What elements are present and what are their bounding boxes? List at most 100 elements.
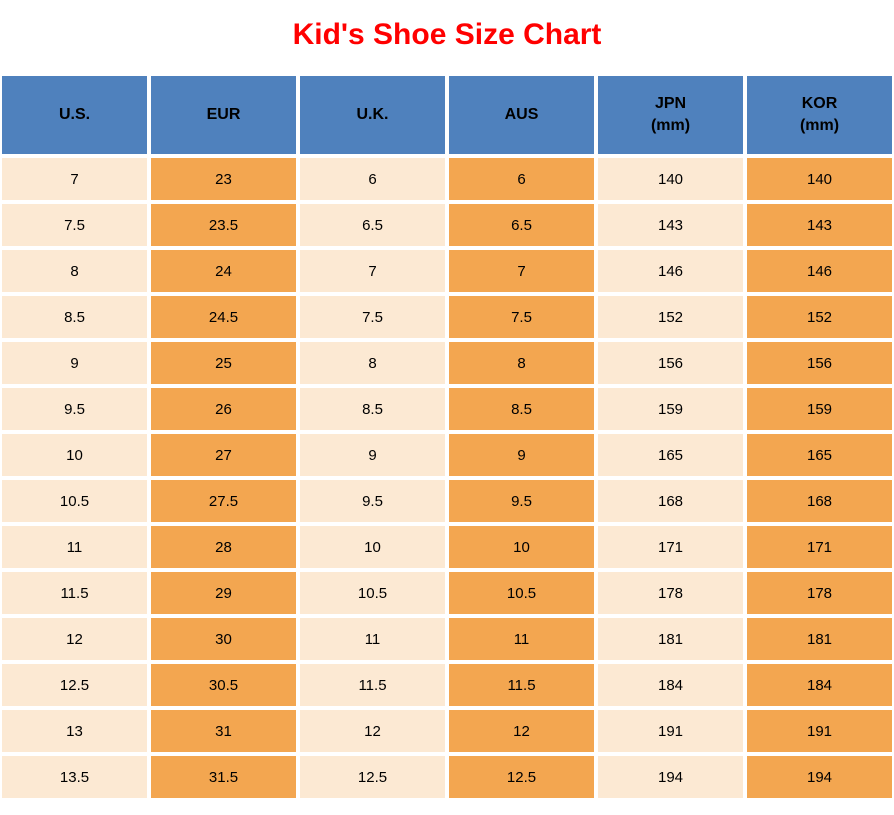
table-cell: 13	[0, 708, 149, 754]
table-header: U.S.EURU.K.AUSJPN(mm)KOR(mm)	[0, 74, 894, 156]
table-cell: 6.5	[298, 202, 447, 248]
table-cell: 6.5	[447, 202, 596, 248]
table-cell: 26	[149, 386, 298, 432]
table-cell: 13.5	[0, 754, 149, 800]
table-cell: 29	[149, 570, 298, 616]
table-row: 7.523.56.56.5143143	[0, 202, 894, 248]
table-cell: 146	[596, 248, 745, 294]
table-cell: 152	[745, 294, 894, 340]
table-cell: 181	[745, 616, 894, 662]
table-cell: 24	[149, 248, 298, 294]
table-cell: 7.5	[447, 294, 596, 340]
table-cell: 12.5	[0, 662, 149, 708]
table-cell: 184	[745, 662, 894, 708]
table-row: 8.524.57.57.5152152	[0, 294, 894, 340]
table-cell: 10	[298, 524, 447, 570]
column-header: U.K.	[298, 74, 447, 156]
size-chart-table: U.S.EURU.K.AUSJPN(mm)KOR(mm) 72366140140…	[0, 74, 894, 800]
table-cell: 9.5	[0, 386, 149, 432]
table-row: 11281010171171	[0, 524, 894, 570]
table-cell: 10	[0, 432, 149, 478]
column-header: EUR	[149, 74, 298, 156]
table-cell: 23	[149, 156, 298, 202]
table-row: 13311212191191	[0, 708, 894, 754]
table-cell: 28	[149, 524, 298, 570]
table-cell: 171	[596, 524, 745, 570]
table-cell: 159	[745, 386, 894, 432]
column-header: KOR(mm)	[745, 74, 894, 156]
table-cell: 12.5	[447, 754, 596, 800]
table-cell: 7.5	[298, 294, 447, 340]
table-cell: 9	[0, 340, 149, 386]
table-cell: 6	[298, 156, 447, 202]
table-cell: 168	[596, 478, 745, 524]
table-cell: 11	[298, 616, 447, 662]
table-row: 92588156156	[0, 340, 894, 386]
table-cell: 8.5	[298, 386, 447, 432]
table-cell: 178	[596, 570, 745, 616]
table-cell: 152	[596, 294, 745, 340]
table-cell: 165	[596, 432, 745, 478]
table-cell: 7	[298, 248, 447, 294]
table-row: 82477146146	[0, 248, 894, 294]
table-cell: 9	[298, 432, 447, 478]
table-cell: 184	[596, 662, 745, 708]
table-cell: 8.5	[447, 386, 596, 432]
table-cell: 156	[596, 340, 745, 386]
table-cell: 10.5	[0, 478, 149, 524]
table-cell: 25	[149, 340, 298, 386]
table-cell: 12	[0, 616, 149, 662]
column-header: JPN(mm)	[596, 74, 745, 156]
table-cell: 11.5	[298, 662, 447, 708]
table-cell: 171	[745, 524, 894, 570]
table-cell: 12	[298, 708, 447, 754]
table-cell: 8	[447, 340, 596, 386]
table-row: 13.531.512.512.5194194	[0, 754, 894, 800]
table-cell: 156	[745, 340, 894, 386]
table-row: 12.530.511.511.5184184	[0, 662, 894, 708]
table-cell: 10	[447, 524, 596, 570]
table-cell: 11.5	[0, 570, 149, 616]
table-row: 9.5268.58.5159159	[0, 386, 894, 432]
table-cell: 27	[149, 432, 298, 478]
table-cell: 140	[596, 156, 745, 202]
table-cell: 7	[0, 156, 149, 202]
table-cell: 31.5	[149, 754, 298, 800]
table-cell: 191	[745, 708, 894, 754]
table-row: 72366140140	[0, 156, 894, 202]
table-cell: 143	[596, 202, 745, 248]
table-cell: 8	[298, 340, 447, 386]
table-row: 12301111181181	[0, 616, 894, 662]
table-cell: 7.5	[0, 202, 149, 248]
table-cell: 194	[745, 754, 894, 800]
table-cell: 30	[149, 616, 298, 662]
table-cell: 11.5	[447, 662, 596, 708]
table-cell: 10.5	[298, 570, 447, 616]
table-cell: 23.5	[149, 202, 298, 248]
table-cell: 12	[447, 708, 596, 754]
table-cell: 191	[596, 708, 745, 754]
table-cell: 9.5	[447, 478, 596, 524]
table-cell: 168	[745, 478, 894, 524]
table-cell: 181	[596, 616, 745, 662]
table-cell: 8.5	[0, 294, 149, 340]
table-cell: 9	[447, 432, 596, 478]
table-cell: 24.5	[149, 294, 298, 340]
table-cell: 30.5	[149, 662, 298, 708]
column-header: U.S.	[0, 74, 149, 156]
table-row: 11.52910.510.5178178	[0, 570, 894, 616]
table-cell: 7	[447, 248, 596, 294]
table-cell: 11	[0, 524, 149, 570]
table-cell: 8	[0, 248, 149, 294]
table-cell: 6	[447, 156, 596, 202]
page-title: Kid's Shoe Size Chart	[0, 0, 894, 74]
table-row: 102799165165	[0, 432, 894, 478]
table-cell: 12.5	[298, 754, 447, 800]
table-cell: 9.5	[298, 478, 447, 524]
table-cell: 143	[745, 202, 894, 248]
table-cell: 10.5	[447, 570, 596, 616]
table-cell: 140	[745, 156, 894, 202]
table-cell: 146	[745, 248, 894, 294]
table-cell: 178	[745, 570, 894, 616]
table-cell: 27.5	[149, 478, 298, 524]
